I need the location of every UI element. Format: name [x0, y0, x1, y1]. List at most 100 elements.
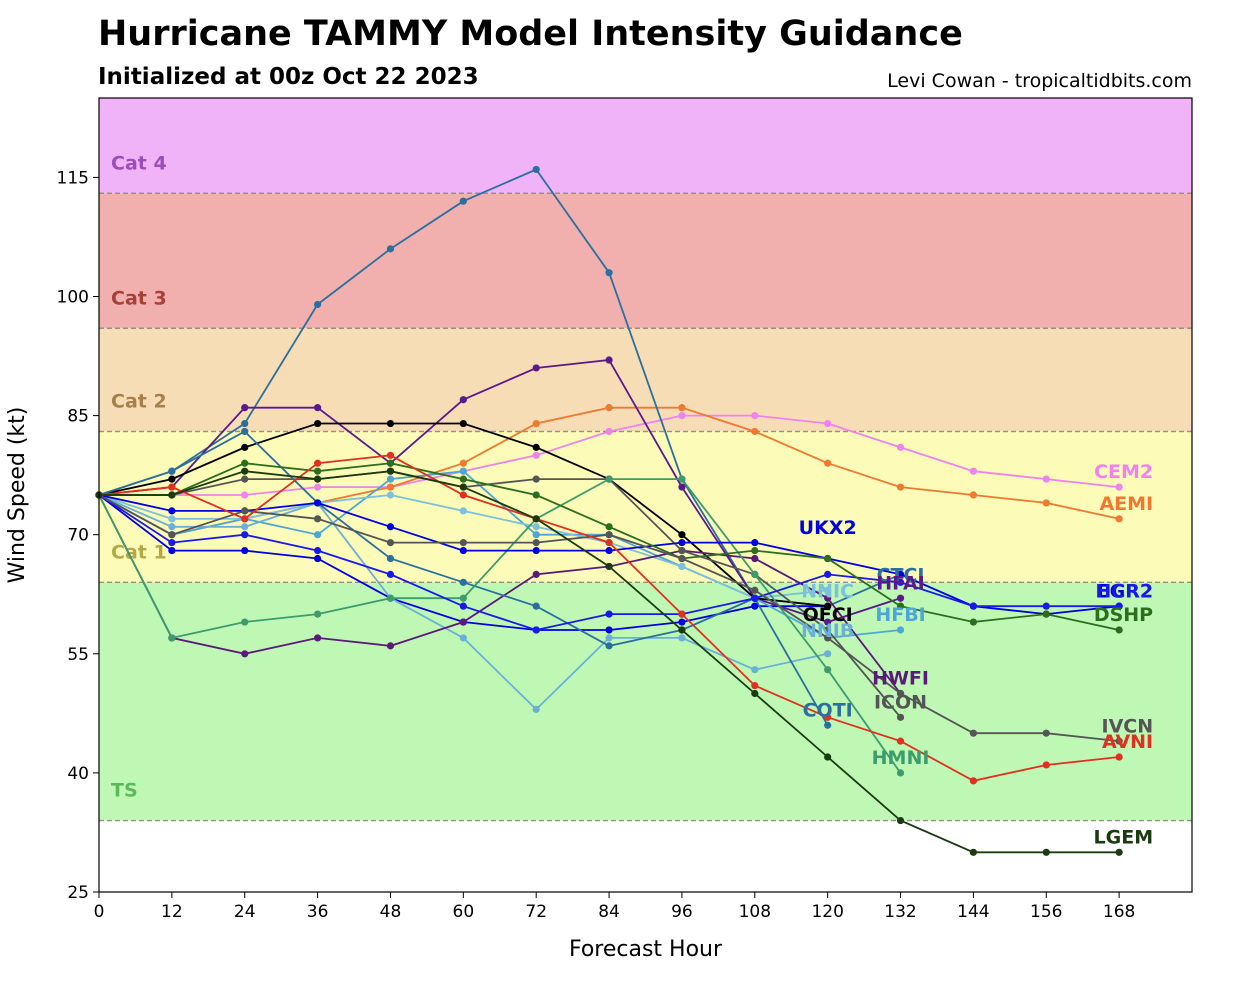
- series-point-hwfi: [751, 554, 759, 563]
- series-point-ivcn: [969, 729, 978, 737]
- series-point-coti: [241, 427, 249, 436]
- series-point-dshp: [605, 523, 613, 531]
- x-tick-label: 96: [671, 902, 693, 922]
- series-line-hwfi: [98, 494, 902, 695]
- series-point-aemi: [751, 427, 759, 436]
- model-label-nnic: NNIC: [801, 580, 854, 602]
- credit-text: Levi Cowan - tropicaltidbits.com: [887, 70, 1192, 92]
- plot-frame: [98, 97, 1193, 893]
- model-label-hmni: HMNI: [872, 747, 930, 769]
- series-point-hfbi: [314, 531, 322, 539]
- x-tick-label: 12: [161, 902, 183, 922]
- series-point-hcr2: [241, 531, 249, 539]
- series-point-ofci: [824, 602, 832, 610]
- series-point-aemi: [969, 491, 978, 499]
- series-point-lgem: [896, 816, 905, 825]
- x-tick-label: 48: [380, 902, 402, 922]
- series-point-ofci: [678, 531, 686, 539]
- series-point-ofci: [532, 443, 540, 451]
- series-point-hmni: [386, 594, 395, 602]
- series-point-aemi: [824, 459, 832, 467]
- series-point-nnic: [678, 562, 686, 571]
- series-point-ofci: [314, 419, 322, 428]
- x-tick-label: 144: [957, 902, 989, 922]
- series-point-hcr2: [168, 539, 176, 547]
- series-point-coti: [532, 602, 540, 610]
- series-point-nnib: [241, 523, 249, 531]
- y-tick-label: 40: [67, 764, 89, 784]
- band-cat-2: [99, 328, 1192, 432]
- series-point-ivcn: [751, 586, 759, 594]
- series-point-dshp: [1115, 626, 1123, 634]
- series-point-ukx2: [168, 546, 176, 555]
- series-point-cem2: [1042, 475, 1050, 483]
- model-label-egr2: EGR2: [1097, 580, 1153, 602]
- series-point-ivcn: [459, 539, 467, 547]
- series-point-dshp: [1042, 610, 1050, 618]
- series-point-hmni: [896, 769, 905, 777]
- series-point-ofci: [168, 475, 176, 483]
- series-point-hfai: [314, 404, 322, 412]
- series-point-lgem: [532, 515, 540, 523]
- series-point-lgem: [386, 467, 395, 475]
- series-point-ukx2: [605, 626, 613, 634]
- series-point-hcr2: [314, 546, 322, 555]
- series-point-egr2: [168, 507, 176, 515]
- series-point-cem2: [532, 451, 540, 459]
- series-point-icon: [824, 626, 832, 634]
- series-point-lgem: [459, 483, 467, 491]
- series-point-nnib: [168, 523, 176, 531]
- series-point-dshp: [314, 467, 322, 475]
- band-label-cat-1: Cat 1: [111, 542, 167, 564]
- series-point-hfbi: [896, 626, 905, 634]
- series-point-ctci: [241, 419, 249, 428]
- band-label-cat-2: Cat 2: [111, 391, 167, 413]
- series-point-hwfi: [241, 650, 249, 658]
- series-point-avni: [386, 451, 395, 459]
- series-point-nnib: [824, 650, 832, 658]
- series-point-ivcn: [678, 554, 686, 563]
- series-point-hfai: [241, 404, 249, 412]
- series-point-hwfi: [532, 570, 540, 579]
- model-label-avni: AVNI: [1102, 731, 1153, 753]
- series-point-hcr2: [459, 602, 467, 610]
- series-point-ofci: [459, 419, 467, 428]
- series-point-hfai: [605, 356, 613, 364]
- model-label-ofci: OFCI: [803, 604, 853, 626]
- band-ts: [99, 582, 1192, 821]
- band-label-cat-3: Cat 3: [111, 287, 167, 309]
- series-point-lgem: [605, 562, 613, 571]
- series-point-nnic: [459, 507, 467, 515]
- series-point-icon: [532, 475, 540, 483]
- series-point-nnib: [678, 634, 686, 642]
- band-label-cat-4: Cat 4: [111, 152, 167, 174]
- x-tick-label: 24: [234, 902, 256, 922]
- series-point-ivcn: [532, 539, 540, 547]
- series-point-avni: [314, 459, 322, 467]
- series-line-icon: [99, 470, 902, 718]
- series-point-cem2: [896, 443, 905, 451]
- x-tick-label: 108: [739, 902, 771, 922]
- x-tick-label: 36: [307, 902, 329, 922]
- series-point-avni: [678, 610, 686, 618]
- series-point-dshp: [459, 475, 467, 483]
- series-point-avni: [168, 483, 176, 491]
- series-point-lgem: [1042, 848, 1050, 856]
- chart-subtitle: Initialized at 00z Oct 22 2023: [98, 64, 479, 90]
- x-tick-label: 60: [453, 902, 475, 922]
- series-point-ukx2: [678, 618, 686, 626]
- series-point-dshp: [386, 459, 395, 467]
- series-point-hmni: [168, 634, 176, 642]
- series-point-hcr2: [605, 610, 613, 618]
- x-tick-label: 120: [811, 902, 843, 922]
- model-series: [95, 165, 1123, 856]
- series-point-ctci: [459, 197, 467, 205]
- x-tick-label: 132: [884, 902, 916, 922]
- series-point-ctci: [386, 245, 395, 253]
- series-point-coti: [459, 578, 467, 586]
- series-point-nnib: [532, 705, 540, 713]
- series-point-ivcn: [1115, 737, 1123, 745]
- series-point-hfai: [532, 364, 540, 372]
